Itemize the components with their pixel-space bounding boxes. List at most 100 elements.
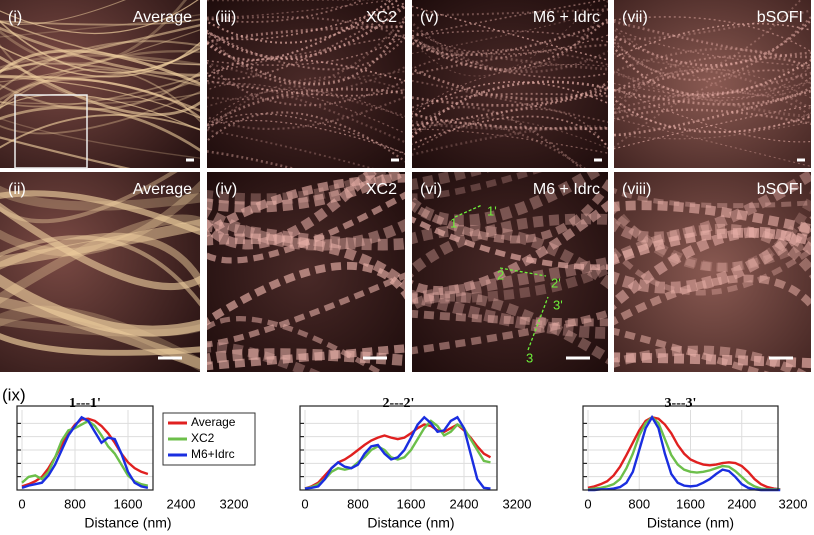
image [0,172,200,372]
filament [412,67,608,101]
profile-line [499,267,547,277]
filament [412,5,608,61]
filament [614,172,811,243]
filament [412,213,608,278]
filament [207,14,405,85]
x-tick-label: 3200 [779,496,808,511]
filament [412,108,608,152]
x-tick-label: 800 [347,496,369,511]
filament [207,172,389,205]
filament [614,98,811,134]
filament [412,291,608,365]
image [207,172,405,372]
filament [207,0,396,18]
panel-label: (vi) [420,181,442,198]
profile-line [587,415,781,491]
panel-name: bSOFI [757,9,803,26]
filament [0,41,200,78]
x-tick-label: 1600 [676,496,705,511]
image-panel: (viii) bSOFI [614,172,811,372]
plot-frame [16,405,154,491]
filament [0,105,200,152]
filament [412,128,608,154]
filament [207,81,405,144]
filament [614,188,811,272]
filament [207,219,405,251]
filament [614,352,811,369]
filament [207,65,405,101]
image [614,0,811,168]
line-chart: 0 800 1600 2400 3200 3---3' Distance (nm) [582,396,808,531]
filament [412,200,608,295]
image-panel: (i) Average [0,0,200,169]
filament [614,106,811,133]
panel-name: M6 + Idrc [533,9,600,26]
profile-marker: 1' [487,203,497,218]
filament [614,47,811,73]
filament [614,15,811,81]
panel-label: (viii) [622,181,651,198]
zoom-box [14,94,88,169]
filament [0,185,200,211]
filament [0,235,200,307]
x-tick-label: 3200 [503,496,532,511]
filament [0,214,200,304]
filament [614,9,811,41]
filament [0,68,200,123]
panel-label: (v) [420,9,439,26]
filament [412,79,608,124]
filament [0,0,199,34]
filament [412,48,608,70]
filament [614,216,811,294]
image [207,0,405,168]
filament [614,200,811,272]
chart-title: 3---3' [665,396,697,411]
filament [614,69,811,149]
filament [0,117,200,159]
filament [412,0,608,37]
filament [207,348,405,367]
panel-label: (vii) [622,9,648,26]
profile-line [587,415,781,491]
charts: 0 800 1600 2400 3200 1---1' Distance (nm) Avera… [16,396,808,531]
filament [207,261,405,326]
image-grid: (i) Average (iii) XC2 (v) M6 + Idrc (vii) bSOFI… [0,0,811,372]
filament [614,104,811,150]
profile-line [304,419,491,490]
filament [0,71,200,111]
x-tick-label: 800 [64,496,86,511]
filament [207,344,405,371]
filament [207,0,400,44]
filament [207,129,374,168]
filament [0,114,200,149]
panel-name: Average [133,9,192,26]
image-panel: (ii) Average [0,172,200,372]
filament [614,51,811,92]
profile-marker: 3 [526,350,533,365]
profile-line [21,415,149,489]
filament [207,30,405,71]
x-axis-label: Distance (nm) [367,515,454,531]
image-bg [412,0,608,168]
filament [412,224,608,290]
filament [412,289,608,339]
filament [207,233,405,291]
filament [614,200,811,234]
filament [207,16,405,40]
filament [207,58,405,82]
filament [207,119,405,154]
x-tick-label: 2400 [167,496,196,511]
filament [614,108,811,125]
x-tick-label: 1600 [397,496,426,511]
filament [412,262,608,304]
filament [0,40,200,91]
panel-name: XC2 [366,181,397,198]
filament [0,0,187,66]
filament [0,190,200,236]
panel-name: Average [133,181,192,198]
filament [207,15,405,86]
filament [207,25,405,44]
filament [0,55,200,116]
legend-label: M6+Idrc [191,447,235,461]
